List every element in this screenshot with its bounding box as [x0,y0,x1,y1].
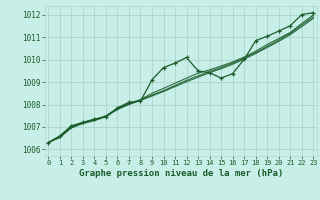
X-axis label: Graphe pression niveau de la mer (hPa): Graphe pression niveau de la mer (hPa) [79,169,283,178]
